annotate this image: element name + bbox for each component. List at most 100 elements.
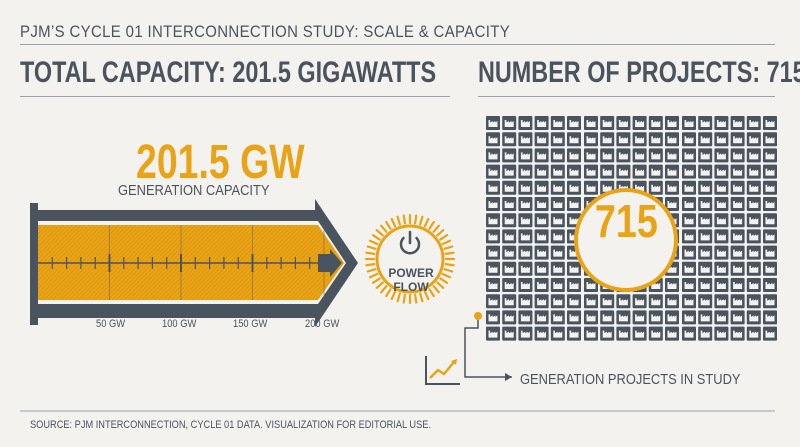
factory-icon xyxy=(600,294,615,309)
factory-icon xyxy=(746,326,761,341)
factory-icon xyxy=(567,310,581,325)
sunburst-ray xyxy=(371,277,381,284)
factory-icon xyxy=(534,164,549,179)
factory-icon xyxy=(550,197,565,211)
factory-icon xyxy=(746,164,761,179)
factory-icon xyxy=(502,148,517,163)
factory-icon xyxy=(714,310,729,325)
factory-icon xyxy=(763,148,777,163)
factory-icon xyxy=(698,326,713,341)
factory-icon xyxy=(567,164,581,179)
factory-icon xyxy=(714,326,729,341)
factory-icon xyxy=(682,310,696,325)
sunburst-ray xyxy=(423,217,430,228)
factory-icon xyxy=(567,197,581,211)
factory-icon xyxy=(714,116,729,130)
projects-callout xyxy=(464,188,678,381)
factory-icon xyxy=(550,310,565,325)
page-title: PJM’S CYCLE 01 INTERCONNECTION STUDY: SC… xyxy=(20,22,511,41)
factory-icon xyxy=(665,180,679,195)
factory-icon xyxy=(682,148,696,163)
power-badge-circle xyxy=(375,224,445,294)
factory-icon xyxy=(584,310,598,325)
factory-icon xyxy=(763,245,777,260)
factory-icon xyxy=(584,294,598,309)
factory-icon xyxy=(502,245,517,260)
factory-icon xyxy=(518,132,533,147)
factory-icon xyxy=(486,278,500,292)
factory-icon xyxy=(746,148,761,163)
factory-icon xyxy=(502,326,517,341)
factory-icon xyxy=(698,180,713,195)
factory-icon xyxy=(730,326,745,341)
factory-icon xyxy=(502,229,517,244)
factory-icon xyxy=(632,294,647,309)
sunburst-ray xyxy=(375,229,384,237)
factory-icon xyxy=(632,164,647,179)
factory-icon xyxy=(746,278,761,292)
factory-icon xyxy=(518,326,533,341)
factory-icon xyxy=(746,294,761,309)
factory-icon xyxy=(550,148,565,163)
factory-icon xyxy=(518,261,533,276)
factory-icon xyxy=(486,213,500,228)
factory-icon xyxy=(567,148,581,163)
factory-icon xyxy=(502,180,517,195)
factory-icon xyxy=(665,148,679,163)
factory-icon xyxy=(714,164,729,179)
scale-label-50: 50 GW xyxy=(96,318,126,330)
factory-icon xyxy=(682,229,696,244)
sunburst-ray xyxy=(390,217,397,228)
factory-icon xyxy=(730,245,745,260)
sunburst-ray xyxy=(390,290,397,301)
sunburst-ray xyxy=(444,251,455,255)
factory-icon xyxy=(502,132,517,147)
factory-icon xyxy=(600,164,615,179)
factory-icon xyxy=(698,213,713,228)
sunburst-ray xyxy=(366,245,377,250)
factory-icon xyxy=(550,326,565,341)
sunburst-ring xyxy=(364,213,456,305)
factory-icon xyxy=(682,213,696,228)
factory-icon xyxy=(763,116,777,130)
factory-icon xyxy=(763,294,777,309)
sunburst-ray xyxy=(432,285,440,294)
factory-icon xyxy=(567,278,581,292)
projects-caption: GENERATION PROJECTS IN STUDY xyxy=(520,371,741,388)
factory-icon xyxy=(730,180,745,195)
factory-icon xyxy=(486,310,500,325)
sunburst-ray xyxy=(396,292,401,303)
factory-icon xyxy=(600,116,615,130)
factory-icon xyxy=(665,164,679,179)
factory-icon xyxy=(714,294,729,309)
factory-icon xyxy=(632,326,647,341)
factory-icon xyxy=(518,294,533,309)
factory-icon xyxy=(518,245,533,260)
sunburst-ray xyxy=(428,288,435,298)
factory-icon xyxy=(534,132,549,147)
factory-icon xyxy=(714,278,729,292)
connector-dot xyxy=(474,312,482,320)
factory-icon xyxy=(682,278,696,292)
factory-icon xyxy=(746,229,761,244)
factory-icon xyxy=(486,164,500,179)
factory-icon xyxy=(648,116,663,130)
factory-icon xyxy=(518,164,533,179)
projects-headline: NUMBER OF PROJECTS: 715 xyxy=(478,56,800,89)
factory-icon xyxy=(534,229,549,244)
factory-icon xyxy=(682,164,696,179)
factory-icon xyxy=(584,148,598,163)
factory-icon xyxy=(502,197,517,211)
factory-icon xyxy=(567,116,581,130)
factory-icon xyxy=(665,116,679,130)
factory-icon xyxy=(486,132,500,147)
factory-icon xyxy=(534,261,549,276)
sunburst-ray xyxy=(402,293,406,304)
power-label-line1: POWER xyxy=(388,266,434,280)
factory-icon xyxy=(763,229,777,244)
factory-icon xyxy=(648,180,663,195)
factory-icon xyxy=(730,294,745,309)
factory-icon xyxy=(567,180,581,195)
factory-icon xyxy=(550,245,565,260)
scale-label-100: 100 GW xyxy=(162,318,197,330)
